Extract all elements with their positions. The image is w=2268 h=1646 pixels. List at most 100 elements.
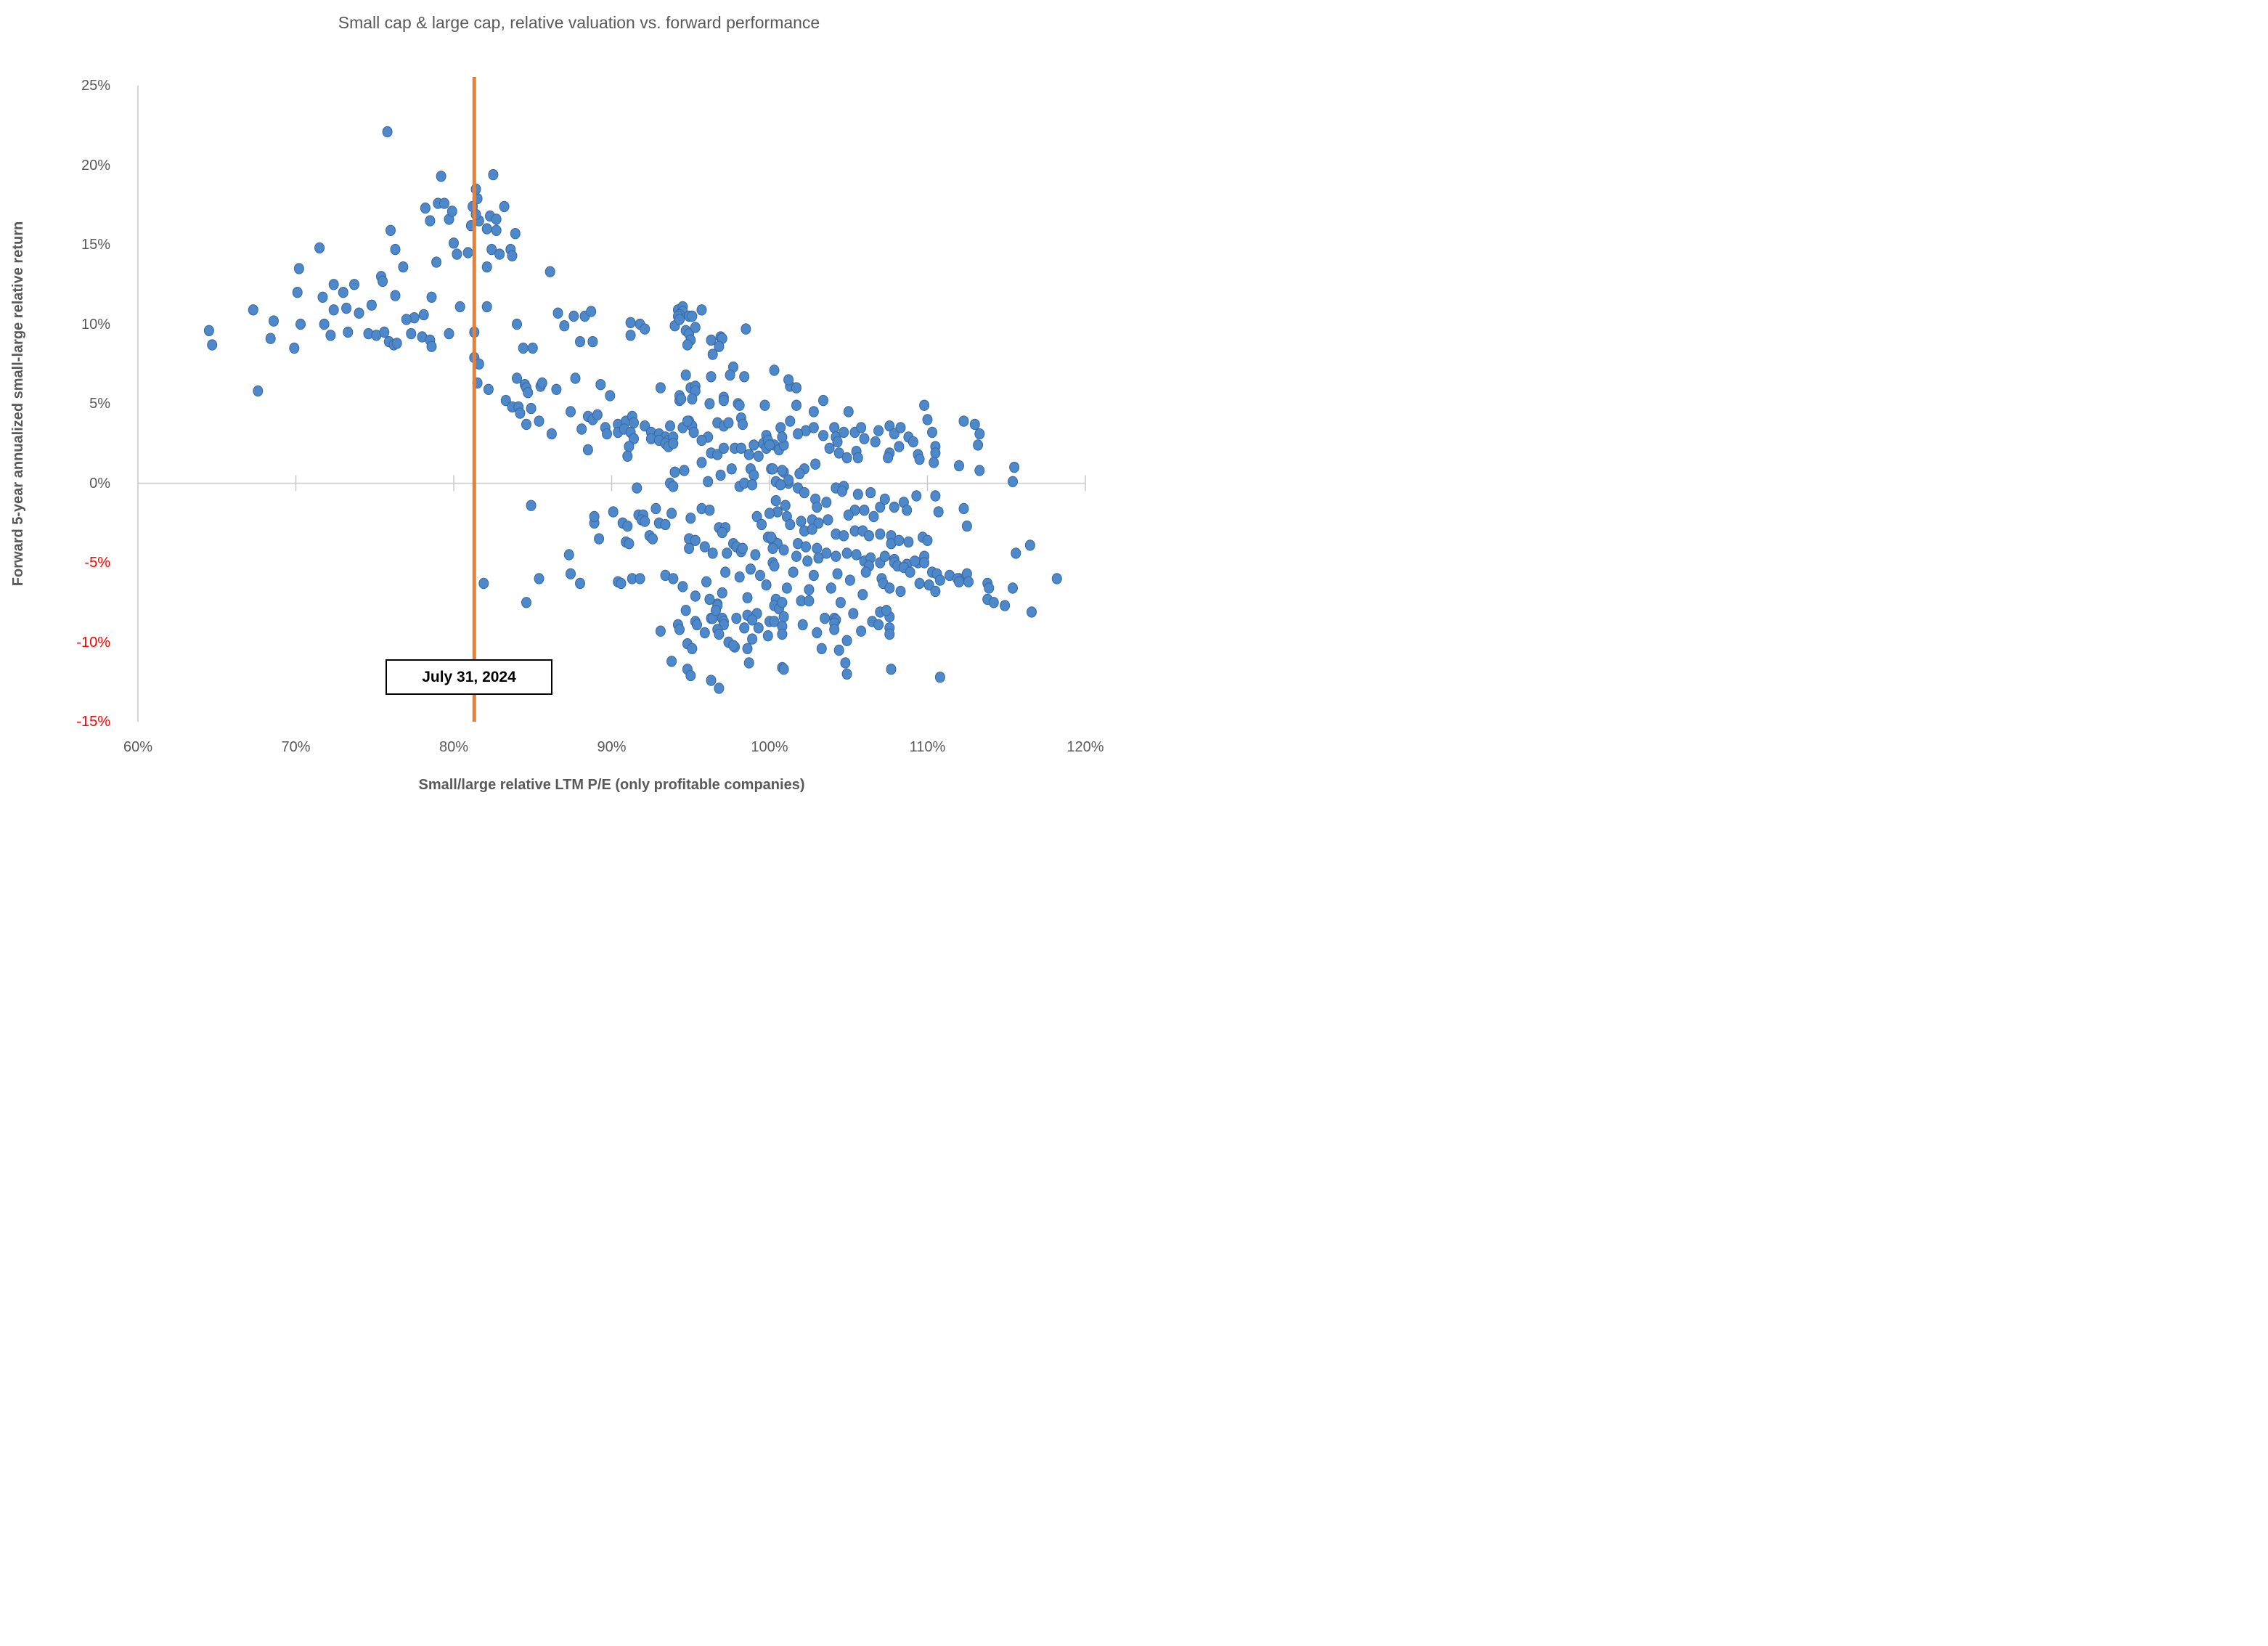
data-point	[801, 541, 811, 553]
data-point	[919, 557, 930, 569]
data-point	[738, 542, 748, 554]
data-point	[1011, 547, 1021, 559]
data-point	[1024, 539, 1035, 551]
data-point	[881, 605, 892, 616]
data-point	[526, 500, 537, 511]
data-point	[390, 243, 401, 256]
data-point	[481, 261, 492, 273]
data-point	[895, 422, 906, 433]
data-point	[521, 418, 531, 431]
data-point	[735, 442, 746, 454]
data-point	[785, 518, 796, 531]
data-point	[666, 656, 677, 667]
data-point	[974, 428, 985, 440]
data-point	[518, 342, 529, 354]
data-point	[835, 597, 846, 608]
data-point	[616, 577, 627, 590]
scatter-series	[203, 126, 1062, 694]
data-point	[1051, 573, 1062, 584]
data-point	[778, 611, 789, 623]
data-point	[725, 369, 735, 381]
data-point	[711, 605, 721, 616]
data-point	[769, 364, 780, 376]
data-point	[491, 213, 502, 225]
data-point	[797, 619, 808, 631]
data-point	[665, 420, 675, 432]
data-point	[844, 574, 855, 586]
data-point	[390, 290, 401, 301]
data-point	[537, 377, 547, 389]
data-point	[666, 508, 677, 519]
data-point	[696, 434, 707, 447]
data-point	[629, 417, 639, 428]
data-point	[341, 302, 352, 314]
data-point	[622, 520, 633, 532]
data-point	[879, 550, 890, 562]
data-point	[825, 582, 836, 594]
data-point	[958, 415, 969, 427]
data-point	[499, 200, 510, 213]
date-annotation-text: July 31, 2024	[422, 668, 516, 685]
data-point	[759, 399, 770, 411]
x-tick-label-110: 110%	[909, 739, 946, 755]
data-point	[328, 279, 339, 290]
data-point	[829, 422, 840, 433]
data-point	[462, 247, 473, 258]
scatter-chart: Small cap & large cap, relative valuatio…	[0, 0, 1134, 823]
data-point	[884, 420, 895, 432]
data-point	[808, 406, 819, 417]
data-point	[762, 630, 773, 642]
data-point	[679, 465, 690, 476]
data-point	[386, 224, 396, 236]
data-point	[625, 330, 636, 341]
data-point	[883, 452, 894, 464]
data-point	[655, 625, 666, 637]
data-point	[570, 372, 581, 384]
data-point	[841, 452, 852, 464]
data-point	[808, 422, 819, 433]
data-point	[791, 550, 801, 562]
data-point	[382, 126, 393, 138]
data-point	[886, 664, 897, 675]
data-point	[575, 335, 585, 348]
data-point	[963, 576, 974, 587]
data-point	[839, 426, 849, 439]
data-point	[780, 500, 791, 511]
data-point	[650, 502, 661, 515]
data-point	[692, 619, 702, 631]
data-point	[717, 526, 727, 539]
data-point	[726, 463, 737, 475]
data-point	[295, 318, 306, 330]
data-point	[884, 628, 895, 640]
data-point	[712, 449, 723, 460]
x-tick-label-120: 120%	[1066, 739, 1104, 755]
data-point	[292, 287, 303, 298]
data-point	[851, 549, 862, 561]
data-point	[668, 438, 679, 449]
data-point	[843, 509, 854, 521]
data-point	[812, 542, 823, 554]
data-point	[903, 536, 914, 548]
data-point	[720, 566, 731, 578]
data-point	[894, 534, 905, 546]
data-point	[714, 341, 725, 352]
data-point	[635, 573, 645, 584]
data-point	[687, 393, 698, 405]
data-point	[812, 501, 823, 513]
data-point	[690, 534, 701, 546]
data-point	[566, 406, 576, 417]
data-point	[582, 444, 593, 456]
data-point	[486, 243, 497, 256]
data-point	[807, 523, 817, 535]
data-point	[930, 447, 941, 459]
data-point	[799, 486, 809, 499]
data-point	[632, 482, 643, 494]
data-point	[804, 584, 815, 595]
data-point	[677, 581, 688, 592]
data-point	[775, 422, 786, 433]
data-point	[586, 306, 597, 317]
data-point	[783, 474, 794, 486]
data-point	[879, 493, 890, 505]
data-point	[723, 417, 734, 428]
data-point	[379, 326, 390, 338]
